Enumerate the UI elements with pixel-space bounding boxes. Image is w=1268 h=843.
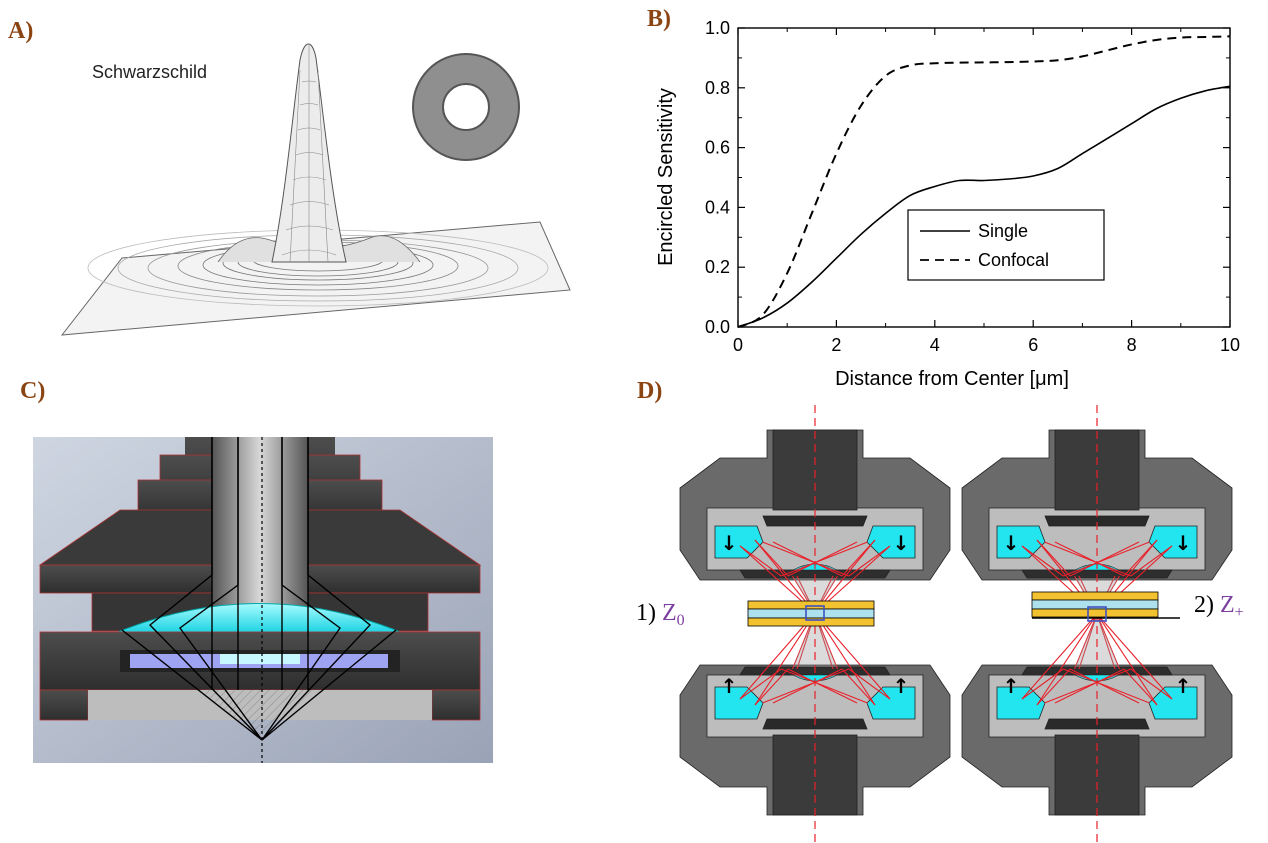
- panel-b-letter: B): [647, 6, 671, 32]
- panel-c-objective-cross-section: [33, 437, 493, 763]
- y-tick-label: 0.8: [705, 78, 730, 98]
- objective-light-cone: [793, 578, 837, 613]
- objective-mirror-left: [996, 686, 1046, 720]
- objective-mirror-right: [1148, 525, 1198, 559]
- objective-rays: [1021, 613, 1173, 706]
- y-tick-label: 0.4: [705, 197, 730, 217]
- y-tick-label: 0.6: [705, 138, 730, 158]
- panel-a-psf-surface: Schwarzschild: [60, 43, 571, 336]
- x-tick-label: 10: [1220, 335, 1240, 355]
- label-z0: 1) Z0: [636, 600, 685, 629]
- psf-base-plane: [60, 221, 571, 336]
- objective-mirror-right: [866, 686, 916, 720]
- legend-confocal-label: Confocal: [978, 250, 1049, 270]
- label-zplus: 2) Z+: [1194, 592, 1244, 621]
- objective-mirror-left: [996, 525, 1046, 559]
- x-tick-label: 0: [733, 335, 743, 355]
- ray-lines: [121, 437, 397, 741]
- objective-mirror-left: [714, 686, 764, 720]
- objective-mirror-right: [866, 525, 916, 559]
- down-arrow-icon: ↓: [1175, 531, 1192, 555]
- objective-tube-flange: [762, 515, 868, 527]
- objective-tube-flange: [1044, 515, 1150, 527]
- y-tick-label: 0.0: [705, 317, 730, 337]
- x-tick-label: 4: [930, 335, 940, 355]
- series-line-confocal: [737, 35, 1231, 328]
- down-arrow-icon: ↓: [1003, 531, 1020, 555]
- up-arrow-icon: ↑: [893, 674, 910, 698]
- up-arrow-icon: ↑: [1003, 674, 1020, 698]
- panel-d-configurations: ↓ ↓ ↑ ↑ ↓ ↓ ↑ ↑ 1) Z0 2) Z+: [636, 405, 1244, 843]
- legend-box: [907, 209, 1105, 281]
- x-tick-label: 6: [1028, 335, 1038, 355]
- chart-ylabel: Encircled Sensitivity: [655, 88, 677, 266]
- objective-mirror-right: [1148, 686, 1198, 720]
- sample-z0: [747, 600, 875, 627]
- chart-legend: Single Confocal: [907, 209, 1105, 281]
- sample-zplus: [1031, 591, 1180, 622]
- panel-b-chart: 0 2 4 6 8 10 0.0 0.2 0.4 0.6 0.8 1.0 Single Confoca…: [655, 18, 1240, 390]
- x-tick-label: 8: [1127, 335, 1137, 355]
- panel-a-title: Schwarzschild: [92, 62, 207, 82]
- panel-d-letter: D): [637, 378, 663, 404]
- objective-rays: [739, 612, 891, 706]
- chart-xlabel: Distance from Center [μm]: [835, 368, 1069, 390]
- series-line-single: [737, 85, 1231, 328]
- panel-a-letter: A): [8, 18, 34, 44]
- down-arrow-icon: ↓: [721, 531, 738, 555]
- y-tick-label: 0.2: [705, 257, 730, 277]
- up-arrow-icon: ↑: [721, 674, 738, 698]
- down-arrow-icon: ↓: [893, 531, 910, 555]
- y-tick-label: 1.0: [705, 18, 730, 38]
- legend-single-label: Single: [978, 221, 1028, 241]
- up-arrow-icon: ↑: [1175, 674, 1192, 698]
- x-tick-label: 2: [831, 335, 841, 355]
- panel-c-letter: C): [20, 378, 46, 404]
- objective-mirror-left: [714, 525, 764, 559]
